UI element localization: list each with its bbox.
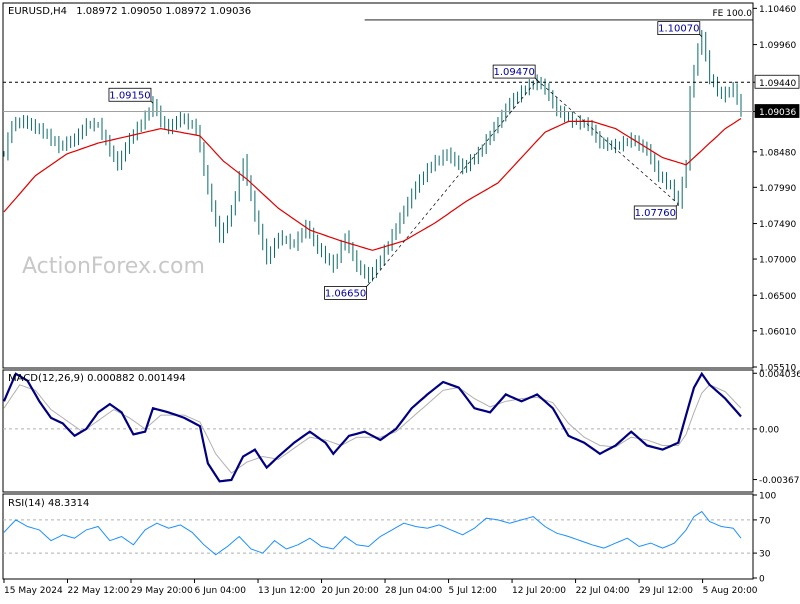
price-axis-label: 1.09036 [759,108,796,118]
watermark: ActionForex.com [22,254,205,279]
rsi-panel-frame [2,493,754,580]
rsi-axis-label: 100 [759,492,776,502]
swing-label-box [492,64,536,79]
price-axis-label: 1.07000 [759,256,796,266]
macd-axis-label: 0.004036 [759,370,800,380]
macd-axis-label: 0.00 [759,425,779,435]
time-axis-label: 5 Aug 20:00 [703,586,758,596]
swing-projection-line [536,79,679,205]
price-axis-label: 1.06010 [759,327,796,337]
swing-label-box [657,21,701,36]
swing-label: 1.06650 [325,288,366,299]
fibonacci-extension-label: FE 100.0 [713,9,753,19]
swing-label-box [108,87,152,102]
macd-axis-label: -0.00367 [759,476,799,486]
rsi-title: RSI(14) 48.3314 [8,498,89,509]
time-axis-label: 28 Jun 04:00 [385,586,442,596]
time-axis-label: 22 Jul 04:00 [576,586,630,596]
price-axis-label: 1.06500 [759,292,796,302]
price-axis-label: 1.08480 [759,148,796,158]
time-axis-label: 29 Jul 12:00 [639,586,693,596]
price-axis-label: 1.07490 [759,220,796,230]
time-axis-label: 29 May 20:00 [131,586,193,596]
time-axis-label: 6 Jun 04:00 [195,586,247,596]
macd-title: MACD(12,26,9) 0.000882 0.001494 [8,373,186,384]
price-axis-label: 1.07990 [759,184,796,194]
price-axis-label: 1.09440 [759,79,796,89]
moving-average-line [3,117,742,251]
price-axis-label: 1.09960 [759,41,796,51]
rsi-axis-label: 30 [759,550,771,560]
price-panel-frame [2,2,754,369]
time-axis-label: 13 Jun 12:00 [258,586,315,596]
swing-label: 1.10070 [658,24,699,35]
time-axis-label: 15 May 2024 [4,586,63,596]
rsi-line [3,510,742,556]
swing-label: 1.09150 [109,90,150,101]
swing-label: 1.07760 [635,208,676,219]
price-axis-label: 1.10460 [759,5,796,15]
time-axis-label: 5 Jul 12:00 [449,586,498,596]
price-axis-label: 1.05510 [759,364,796,374]
resistance-price-badge [754,74,800,89]
swing-label-box [324,286,367,300]
rsi-axis-label: 70 [759,516,771,526]
swing-label-box [633,205,677,220]
macd-panel-frame [2,369,754,493]
macd-signal-line [3,384,742,474]
header-symbol: EURUSD,H4 [8,6,67,17]
rsi-axis-label: 0 [759,575,765,585]
swing-projection-line [368,79,538,285]
price-header: EURUSD,H4 1.08972 1.09050 1.08972 1.0903… [8,6,251,17]
current-price-badge [754,104,800,118]
time-axis-label: 20 Jun 20:00 [322,586,379,596]
time-axis-label: 22 May 12:00 [68,586,130,596]
header-ohlc: 1.08972 1.09050 1.08972 1.09036 [76,6,251,17]
time-axis-label: 12 Jul 20:00 [512,586,566,596]
macd-line [2,371,742,483]
swing-label: 1.09470 [493,67,534,78]
